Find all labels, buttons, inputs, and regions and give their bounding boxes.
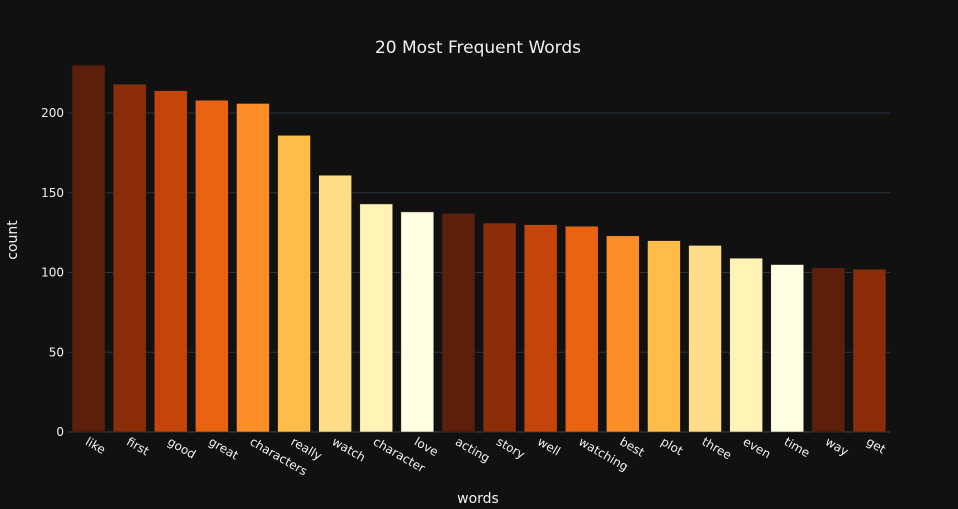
bar-like[interactable] — [71, 64, 106, 433]
x-tick-label: like — [83, 434, 108, 456]
chart-title: 20 Most Frequent Words — [375, 38, 581, 58]
bar-good[interactable] — [154, 90, 188, 433]
x-tick-label: first — [124, 434, 152, 458]
bar-even[interactable] — [729, 257, 763, 433]
x-tick-label: time — [782, 434, 812, 460]
bar-watch[interactable] — [318, 174, 352, 433]
bar-story[interactable] — [482, 222, 517, 433]
y-axis-title: count — [5, 220, 21, 260]
x-tick-label: even — [741, 434, 774, 461]
y-tick-label: 50 — [49, 345, 64, 359]
x-axis-title: words — [457, 491, 499, 507]
x-tick-label: three — [700, 434, 734, 462]
x-tick-label: plot — [658, 434, 685, 458]
bar-well[interactable] — [523, 224, 558, 433]
gridlines — [68, 112, 890, 433]
bar-great[interactable] — [195, 100, 229, 433]
bars — [71, 64, 887, 433]
x-tick-label: story — [494, 434, 527, 461]
x-tick-label: way — [823, 434, 851, 458]
x-tick-label: get — [864, 434, 888, 456]
bar-get[interactable] — [852, 269, 887, 433]
x-tick-label: great — [206, 434, 241, 462]
x-tick-label: watch — [330, 434, 368, 464]
bar-three[interactable] — [688, 245, 722, 433]
x-tick-label: acting — [453, 434, 492, 465]
y-tick-label: 100 — [41, 266, 64, 280]
y-axis-ticks: 0 50 100 150 200 — [41, 106, 64, 439]
bar-character[interactable] — [359, 203, 393, 433]
bar-watching[interactable] — [565, 226, 599, 433]
x-tick-label: well — [535, 434, 563, 458]
y-tick-label: 150 — [41, 186, 64, 200]
bar-love[interactable] — [400, 211, 435, 433]
y-tick-label: 0 — [56, 425, 64, 439]
bar-plot[interactable] — [647, 240, 681, 433]
x-tick-label: love — [412, 434, 441, 459]
x-tick-label: good — [165, 434, 198, 461]
bar-best[interactable] — [606, 235, 640, 433]
y-tick-label: 200 — [41, 106, 64, 120]
bar-time[interactable] — [770, 264, 804, 433]
bar-really[interactable] — [277, 135, 311, 433]
bar-characters[interactable] — [236, 103, 270, 433]
bar-acting[interactable] — [441, 213, 476, 433]
bar-first[interactable] — [112, 84, 147, 433]
bar-way[interactable] — [811, 267, 846, 433]
